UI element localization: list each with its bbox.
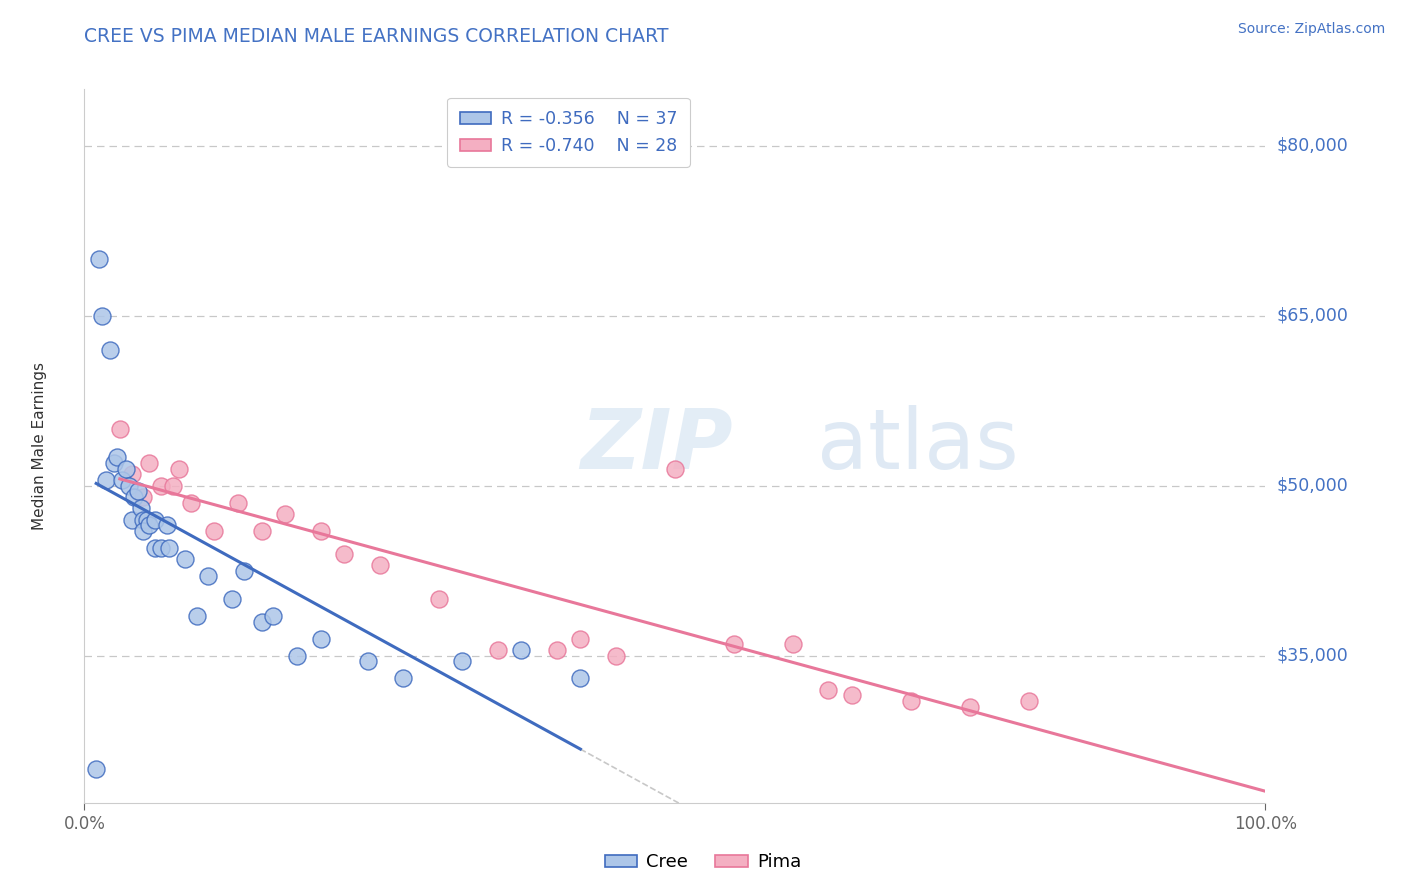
Point xyxy=(143,513,166,527)
Text: ZIP: ZIP xyxy=(581,406,733,486)
Point xyxy=(900,694,922,708)
Point xyxy=(510,643,533,657)
Point xyxy=(156,518,179,533)
Point xyxy=(114,461,136,475)
Point xyxy=(427,591,450,606)
Text: $80,000: $80,000 xyxy=(1277,136,1348,155)
Point xyxy=(122,490,145,504)
Point xyxy=(723,637,745,651)
Point xyxy=(202,524,225,538)
Point xyxy=(87,252,110,266)
Point xyxy=(274,507,297,521)
Legend: R = -0.356    N = 37, R = -0.740    N = 28: R = -0.356 N = 37, R = -0.740 N = 28 xyxy=(447,98,690,167)
Point xyxy=(486,643,509,657)
Point xyxy=(91,309,114,323)
Point xyxy=(357,654,380,668)
Point xyxy=(197,569,219,583)
Legend: Cree, Pima: Cree, Pima xyxy=(598,847,808,879)
Point xyxy=(664,461,686,475)
Point xyxy=(167,461,190,475)
Point xyxy=(285,648,308,663)
Text: atlas: atlas xyxy=(817,406,1018,486)
Point xyxy=(1018,694,1040,708)
Point xyxy=(546,643,568,657)
Point xyxy=(221,591,243,606)
Point xyxy=(173,552,195,566)
Point xyxy=(94,473,117,487)
Text: Source: ZipAtlas.com: Source: ZipAtlas.com xyxy=(1237,22,1385,37)
Point xyxy=(127,484,149,499)
Point xyxy=(121,513,143,527)
Point xyxy=(782,637,804,651)
Point xyxy=(98,343,121,357)
Point xyxy=(118,478,141,492)
Point xyxy=(121,467,143,482)
Point xyxy=(84,762,107,776)
Point xyxy=(162,478,184,492)
Point xyxy=(132,490,155,504)
Point xyxy=(107,450,129,465)
Point xyxy=(841,688,863,702)
Point xyxy=(226,495,249,509)
Point xyxy=(129,501,152,516)
Text: $65,000: $65,000 xyxy=(1277,307,1348,325)
Point xyxy=(569,671,592,685)
Point xyxy=(232,564,254,578)
Text: $35,000: $35,000 xyxy=(1277,647,1348,665)
Point xyxy=(138,456,160,470)
Point xyxy=(250,524,273,538)
Point xyxy=(392,671,415,685)
Point xyxy=(157,541,180,555)
Point xyxy=(605,648,627,663)
Point xyxy=(111,473,134,487)
Text: CREE VS PIMA MEDIAN MALE EARNINGS CORRELATION CHART: CREE VS PIMA MEDIAN MALE EARNINGS CORREL… xyxy=(84,28,669,46)
Point xyxy=(138,518,160,533)
Point xyxy=(309,524,332,538)
Point xyxy=(132,513,155,527)
Point xyxy=(817,682,839,697)
Point xyxy=(333,547,356,561)
Text: $50,000: $50,000 xyxy=(1277,476,1348,495)
Point xyxy=(451,654,474,668)
Point xyxy=(368,558,391,572)
Point xyxy=(132,524,155,538)
Point xyxy=(186,608,208,623)
Point xyxy=(569,632,592,646)
Point xyxy=(309,632,332,646)
Point xyxy=(103,456,125,470)
Point xyxy=(108,422,131,436)
Point xyxy=(150,478,173,492)
Point xyxy=(959,699,981,714)
Point xyxy=(262,608,284,623)
Point xyxy=(180,495,202,509)
Point xyxy=(250,615,273,629)
Point xyxy=(143,541,166,555)
Point xyxy=(136,513,159,527)
Text: Median Male Earnings: Median Male Earnings xyxy=(32,362,46,530)
Point xyxy=(150,541,173,555)
